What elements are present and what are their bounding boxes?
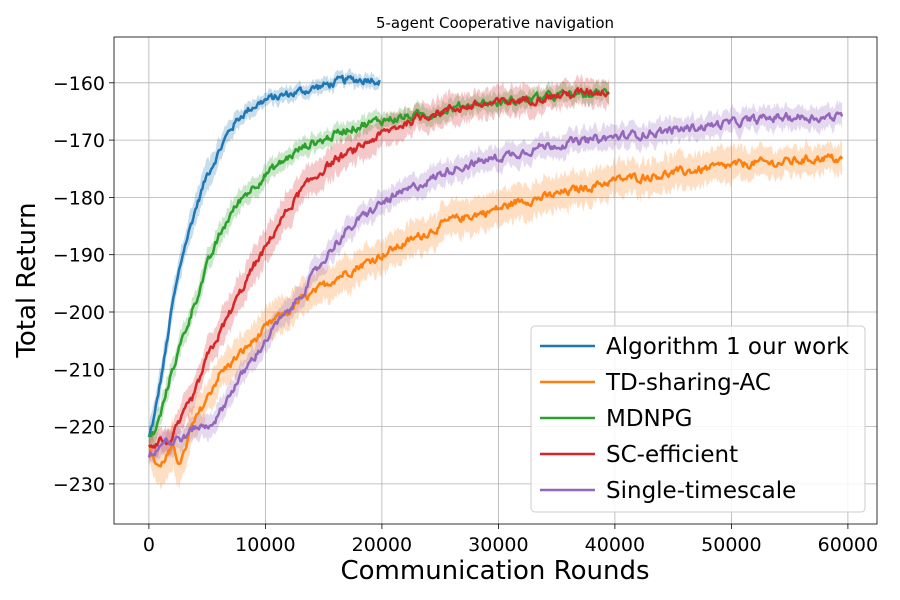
- y-tick-label: −210: [53, 359, 105, 381]
- x-axis-ticks: 0 10000 20000 30000 40000 50000 60000: [143, 524, 878, 556]
- x-tick-label: 40000: [585, 534, 645, 556]
- plot-frame: [113, 36, 878, 525]
- y-tick-label: −220: [53, 417, 105, 439]
- x-tick-label: 20000: [352, 534, 412, 556]
- legend-label: MDNPG: [606, 406, 692, 432]
- series-line: [148, 153, 844, 468]
- y-axis-label: Total Return: [12, 202, 42, 358]
- legend-label: Algorithm 1 our work: [606, 334, 850, 360]
- x-tick-label: 60000: [818, 534, 878, 556]
- y-tick-label: −160: [53, 73, 105, 95]
- y-axis-ticks: −160 −170 −180 −190 −200 −210 −220 −230: [53, 73, 114, 496]
- x-axis-label: Communication Rounds: [340, 556, 649, 586]
- series-lines: [147, 74, 844, 468]
- series-line: [147, 111, 844, 458]
- legend-box: [530, 325, 866, 513]
- series-band: [148, 68, 380, 448]
- legend-label: Single-timescale: [606, 478, 796, 504]
- y-tick-label: −230: [53, 474, 105, 496]
- y-tick-label: −190: [53, 245, 105, 267]
- series-line: [147, 87, 610, 449]
- x-tick-label: 0: [143, 534, 155, 556]
- x-tick-label: 10000: [235, 534, 295, 556]
- y-tick-label: −200: [53, 302, 105, 324]
- chart-title: 5-agent Cooperative navigation: [376, 14, 614, 32]
- legend: Algorithm 1 our work TD-sharing-AC MDNPG SC…: [530, 325, 866, 513]
- grid: [114, 37, 877, 524]
- x-tick-label: 30000: [468, 534, 528, 556]
- legend-label: SC-efficient: [606, 442, 738, 468]
- series-band: [148, 78, 610, 448]
- x-tick-label: 50000: [701, 534, 761, 556]
- y-tick-label: −170: [53, 130, 105, 152]
- legend-label: TD-sharing-AC: [605, 370, 771, 396]
- series-line: [147, 87, 611, 438]
- y-tick-label: −180: [53, 187, 105, 209]
- series-line: [147, 74, 381, 438]
